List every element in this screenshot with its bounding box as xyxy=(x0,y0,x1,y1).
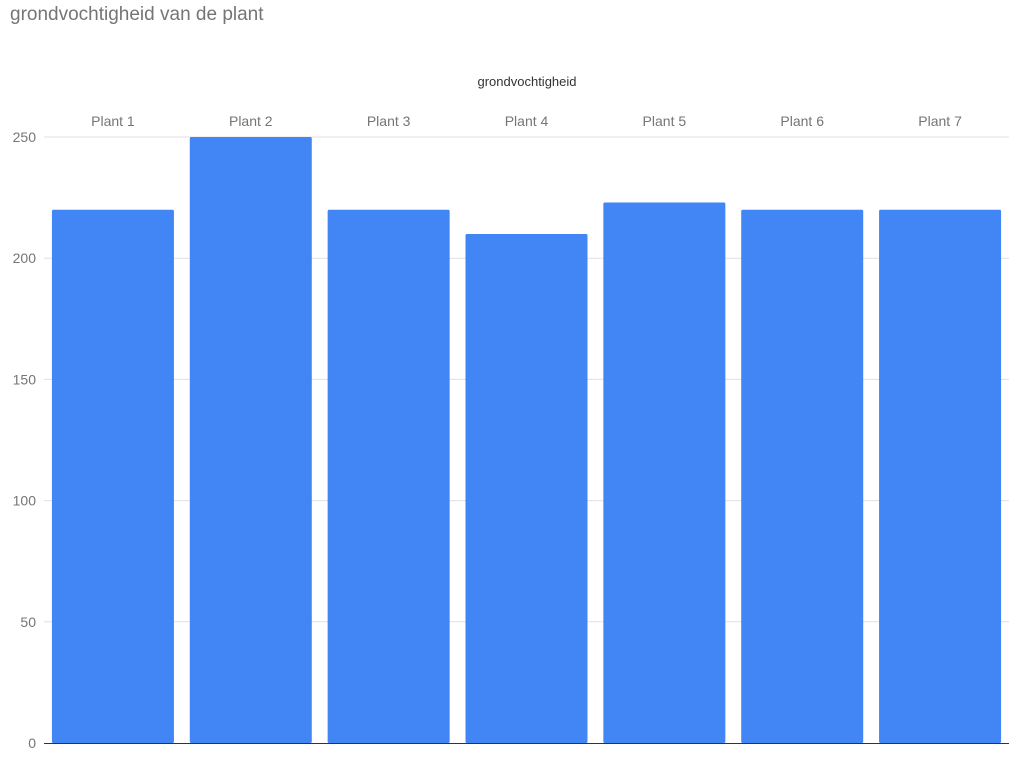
x-tick-label: Plant 2 xyxy=(229,113,273,129)
x-tick-label: Plant 4 xyxy=(505,113,549,129)
page-title: grondvochtigheid van de plant xyxy=(10,4,264,25)
x-tick-label: Plant 3 xyxy=(367,113,411,129)
x-tick-label: Plant 5 xyxy=(643,113,687,129)
bar xyxy=(465,233,588,743)
y-tick-label: 250 xyxy=(13,129,37,145)
bar xyxy=(603,202,726,743)
y-tick-label: 50 xyxy=(20,614,36,630)
y-tick-label: 100 xyxy=(13,493,37,509)
y-tick-label: 150 xyxy=(13,371,37,387)
y-tick-label: 200 xyxy=(13,250,37,266)
y-tick-label: 0 xyxy=(28,735,36,751)
bar xyxy=(741,209,864,744)
legend-label: grondvochtigheid xyxy=(477,74,576,89)
bar xyxy=(879,209,1002,744)
x-tick-label: Plant 6 xyxy=(780,113,824,129)
bar xyxy=(51,209,174,744)
axes: 0 50 100 150 200 250 Plant 1 Plant 2 Plant 3 Plan… xyxy=(13,113,1009,751)
bar xyxy=(189,137,312,743)
bar xyxy=(327,209,450,744)
bars xyxy=(51,137,1002,744)
x-tick-label: Plant 7 xyxy=(918,113,962,129)
x-tick-label: Plant 1 xyxy=(91,113,135,129)
